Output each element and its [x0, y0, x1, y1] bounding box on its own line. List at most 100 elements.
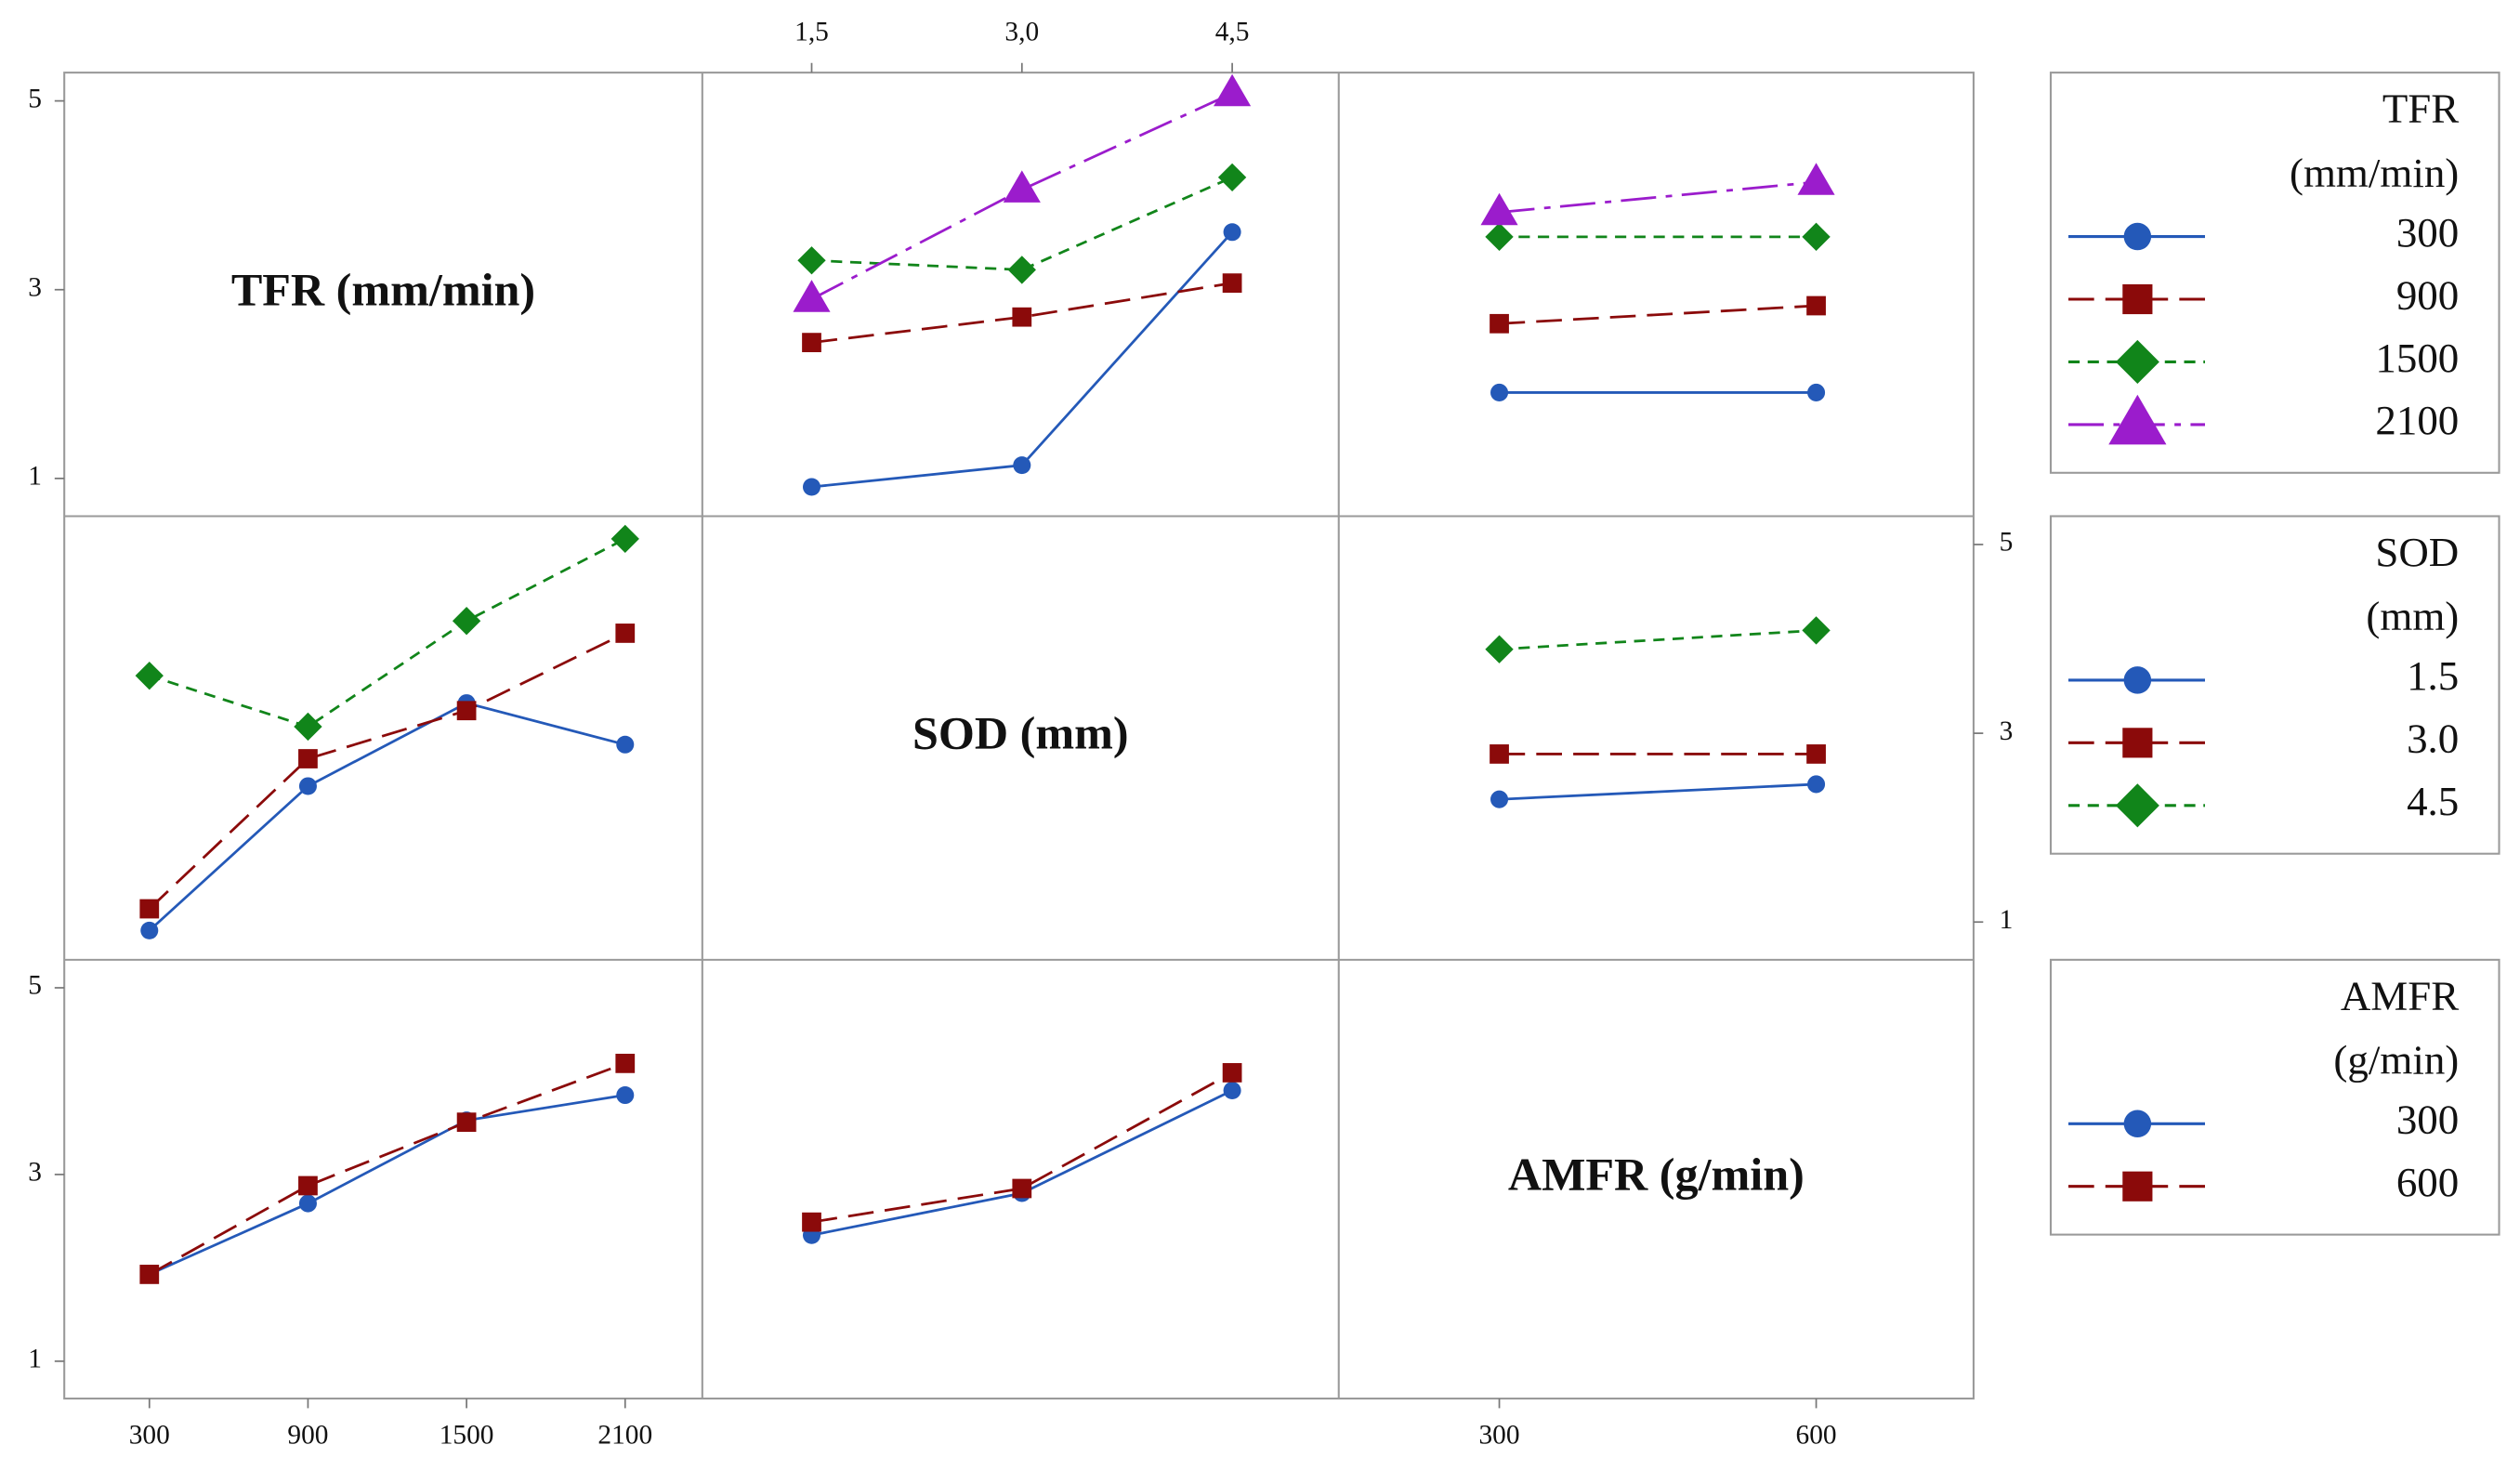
legend-box [2049, 958, 2500, 1236]
series-marker [140, 921, 159, 939]
series-marker [1223, 223, 1241, 242]
legend-marker [2122, 283, 2153, 315]
series-marker [298, 749, 318, 768]
series-marker [1003, 170, 1041, 203]
plot-frame [63, 72, 1975, 1400]
legend-marker [2123, 1110, 2152, 1138]
diagonal-label: SOD (mm) [912, 707, 1129, 759]
series-line [811, 282, 1233, 344]
legend-label: 2100 [2375, 397, 2459, 443]
series-marker [294, 712, 322, 742]
series-marker [615, 624, 636, 643]
series-marker [616, 735, 635, 754]
x-tick-label: 300 [1478, 1420, 1519, 1450]
series-marker [1485, 222, 1514, 252]
series-marker [452, 607, 481, 636]
legend-marker [2122, 728, 2153, 758]
legend-title: AMFR [2341, 972, 2459, 1018]
series-line [1499, 782, 1817, 801]
legend-label: 1500 [2375, 335, 2459, 381]
series-line [1499, 304, 1817, 325]
x-tick-label: 2100 [597, 1420, 652, 1450]
series-marker [793, 280, 831, 312]
series-line [149, 1062, 626, 1276]
series-marker [1485, 635, 1514, 663]
y-tick-label: 3 [2000, 716, 2014, 746]
series-line [810, 92, 1233, 301]
series-marker [1222, 1063, 1242, 1083]
series-marker [298, 1194, 317, 1213]
series-marker [298, 1175, 318, 1196]
series-line [149, 1094, 625, 1276]
series-line [811, 1089, 1233, 1237]
series-marker [1007, 256, 1036, 284]
y-tick-label: 3 [28, 272, 42, 302]
series-marker [298, 777, 317, 795]
legend-title: TFR [2382, 85, 2459, 132]
series-line [1499, 629, 1817, 651]
series-marker [1807, 775, 1826, 794]
series-line [148, 702, 626, 932]
y-tick-label: 5 [28, 971, 42, 1001]
x-tick-label: 900 [287, 1420, 328, 1450]
series-marker [616, 1086, 635, 1105]
diagonal-label: TFR (mm/min) [231, 263, 535, 315]
series-line [1499, 180, 1817, 214]
series-marker [1806, 295, 1826, 316]
series-marker [1806, 744, 1826, 764]
series-marker [1012, 307, 1032, 327]
series-marker [1807, 383, 1826, 401]
series-marker [1217, 163, 1247, 192]
series-marker [456, 701, 477, 721]
legend-title: (mm) [2366, 593, 2459, 639]
series-marker [615, 1053, 636, 1073]
diagonal-label: AMFR (g/min) [1508, 1148, 1805, 1200]
legend-label: 300 [2396, 209, 2459, 256]
series-line [148, 632, 626, 911]
series-marker [139, 899, 160, 919]
legend-box [2049, 515, 2500, 855]
series-marker [1490, 383, 1509, 401]
series-marker [1490, 744, 1509, 764]
y-tick-label: 5 [2000, 528, 2014, 558]
legend-title: (mm/min) [2290, 150, 2459, 196]
y-tick-label: 5 [28, 84, 42, 113]
legend-label: 600 [2396, 1159, 2459, 1205]
series-marker [797, 246, 826, 275]
series-marker [802, 478, 821, 496]
y-tick-label: 1 [28, 462, 42, 492]
y-tick-label: 1 [2000, 905, 2014, 935]
x-tick-label: 1500 [440, 1420, 494, 1450]
series-marker [1490, 790, 1509, 808]
series-marker [1490, 313, 1509, 334]
legend-marker [2123, 222, 2152, 251]
legend-title: (g/min) [2333, 1037, 2459, 1083]
series-marker [1013, 456, 1031, 475]
legend-marker [2108, 394, 2167, 445]
x-tick-label: 4,5 [1215, 17, 1250, 46]
series-marker [802, 1212, 821, 1232]
series-line [149, 537, 626, 729]
legend-box [2049, 72, 2500, 474]
series-marker [135, 661, 164, 690]
legend-label: 900 [2396, 271, 2459, 318]
series-marker [1797, 163, 1835, 195]
series-marker [1214, 73, 1252, 107]
series-marker [802, 333, 821, 352]
y-tick-label: 3 [28, 1158, 42, 1188]
legend-marker [2123, 666, 2152, 694]
legend-label: 1.5 [2407, 652, 2459, 699]
x-tick-label: 600 [1796, 1420, 1837, 1450]
x-tick-label: 300 [129, 1420, 170, 1450]
legend-label: 4.5 [2407, 778, 2459, 824]
series-marker [1223, 1081, 1241, 1100]
legend-marker [2115, 339, 2159, 384]
series-marker [610, 524, 639, 554]
series-marker [1222, 273, 1242, 293]
legend-marker [2122, 1171, 2153, 1202]
legend-label: 300 [2396, 1097, 2459, 1143]
series-marker [456, 1112, 477, 1133]
series-marker [1012, 1178, 1032, 1199]
x-tick-label: 1,5 [794, 17, 829, 46]
